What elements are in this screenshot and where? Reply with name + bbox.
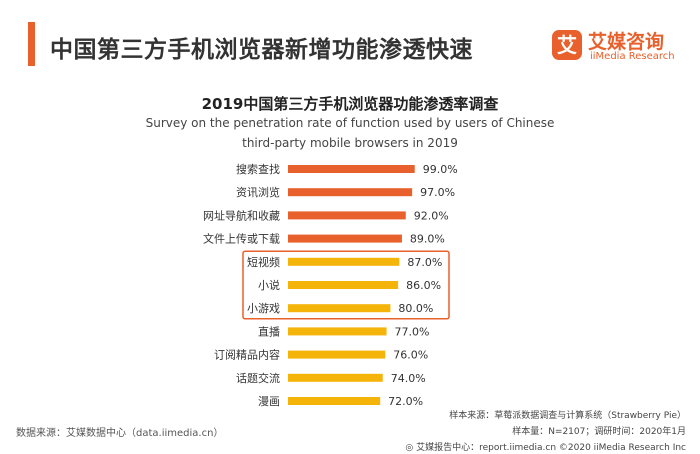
- logo-mark-icon: 艾: [552, 30, 582, 60]
- value-label: 76.0%: [393, 349, 428, 362]
- data-source-note: 数据来源：艾媒数据中心（data.iimedia.cn）: [16, 428, 224, 439]
- chart-subtitle-line2: third-party mobile browsers in 2019: [242, 136, 458, 150]
- bar: [288, 188, 413, 197]
- category-label: 漫画: [258, 394, 280, 408]
- bar: [288, 327, 387, 336]
- category-label: 短视频: [247, 255, 280, 269]
- page-title: 中国第三方手机浏览器新增功能渗透快速: [50, 37, 473, 63]
- value-label: 92.0%: [414, 209, 449, 222]
- bar: [288, 304, 391, 313]
- value-label: 99.0%: [423, 163, 458, 176]
- value-label: 86.0%: [406, 279, 441, 292]
- value-label: 74.0%: [391, 372, 426, 385]
- logo-chinese-name: 艾媒咨询: [588, 31, 665, 53]
- category-label: 搜索查找: [236, 162, 280, 176]
- bar: [288, 397, 381, 405]
- title-accent-bar: [28, 22, 35, 66]
- value-label: 97.0%: [420, 186, 455, 199]
- report-center-note: ◎ 艾媒报告中心：report.iimedia.cn ©2020 iiMedia…: [405, 443, 686, 453]
- sample-source-note: 样本来源：草莓派数据调查与计算系统（Strawberry Pie）: [449, 411, 686, 421]
- category-label: 订阅精品内容: [214, 348, 280, 362]
- value-label: 80.0%: [398, 302, 433, 315]
- value-label: 87.0%: [407, 256, 442, 269]
- category-label: 网址导航和收藏: [203, 208, 280, 222]
- bar: [288, 350, 386, 359]
- bar: [288, 211, 406, 220]
- category-label: 小游戏: [247, 302, 280, 315]
- category-label: 文件上传或下载: [203, 232, 280, 246]
- bar: [288, 281, 399, 289]
- bar: [288, 373, 383, 382]
- category-label: 话题交流: [236, 371, 280, 385]
- highlight-box: [242, 250, 450, 320]
- category-label: 小说: [258, 278, 280, 292]
- bar: [288, 165, 415, 173]
- logo-english-name: iiMedia Research: [590, 51, 675, 62]
- chart-subtitle-line1: Survey on the penetration rate of functi…: [145, 116, 555, 130]
- value-label: 72.0%: [388, 395, 423, 408]
- chart-title: 2019中国第三方手机浏览器功能渗透率调查: [201, 95, 499, 113]
- bar: [288, 234, 402, 243]
- value-label: 89.0%: [410, 233, 445, 246]
- bar: [288, 257, 400, 266]
- category-label: 资讯浏览: [236, 185, 280, 199]
- category-label: 直播: [258, 324, 280, 338]
- sample-info-note: 样本量：N=2107；调研时间：2020年1月: [512, 427, 686, 437]
- value-label: 77.0%: [395, 325, 430, 338]
- iimedia-logo: 艾 艾媒咨询 iiMedia Research: [552, 26, 692, 70]
